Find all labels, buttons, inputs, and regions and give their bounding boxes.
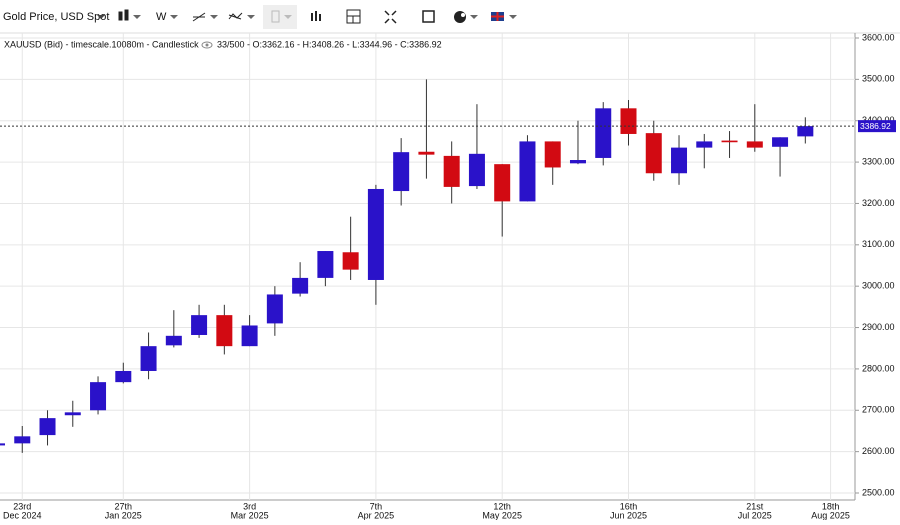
candle-body [418, 151, 435, 155]
y-tick-label: 3400.00 [862, 115, 895, 125]
crop-button[interactable] [422, 10, 435, 23]
candle-body [797, 126, 814, 137]
y-tick-label: 3100.00 [862, 239, 895, 249]
candle-body [696, 141, 713, 148]
fullscreen-button[interactable] [384, 10, 397, 24]
candle-body [772, 137, 789, 147]
candle-body [393, 152, 410, 192]
theme-button[interactable] [454, 11, 478, 23]
dropdown-arrow[interactable] [170, 15, 178, 19]
x-tick-sublabel: Jan 2025 [105, 510, 142, 520]
y-tick-label: 3000.00 [862, 281, 895, 291]
disabled-button [263, 5, 297, 29]
x-tick-label: 12th [493, 501, 511, 511]
candle-body [367, 188, 384, 280]
x-tick-sublabel: May 2025 [482, 510, 522, 520]
y-tick-label: 2600.00 [862, 446, 895, 456]
candle-body [64, 412, 81, 416]
ohlc-info: 33/500 - O:3362.16 - H:3408.26 - L:3344.… [217, 39, 442, 49]
x-tick-label: 23rd [13, 501, 31, 511]
candle-body [519, 141, 536, 202]
y-tick-label: 3600.00 [862, 32, 895, 42]
candle-body [140, 346, 157, 371]
candle-body [165, 335, 182, 346]
instrument-select[interactable]: Gold Price, USD Spot [3, 11, 109, 23]
candle-body [191, 315, 208, 335]
y-tick-label: 2800.00 [862, 363, 895, 373]
x-tick-label: 18th [822, 501, 840, 511]
indicator-button[interactable] [228, 12, 255, 20]
candle-body [595, 108, 612, 158]
y-tick-label: 3300.00 [862, 156, 895, 166]
candle-body [90, 382, 107, 411]
x-tick-label: 7th [370, 501, 383, 511]
x-tick-label: 27th [115, 501, 133, 511]
candle-body [494, 164, 511, 202]
x-tick-sublabel: Mar 2025 [231, 510, 269, 520]
y-tick-label: 2500.00 [862, 487, 895, 497]
layout-button[interactable] [346, 9, 361, 24]
language-button[interactable] [491, 12, 517, 21]
candle-body [671, 147, 688, 174]
candle-body [569, 160, 586, 164]
x-tick-sublabel: Jun 2025 [610, 510, 647, 520]
candle-body [721, 140, 738, 143]
candle-body [746, 141, 763, 148]
candle-body [544, 141, 561, 168]
candle-body [468, 153, 485, 187]
draw-line-button[interactable] [192, 12, 218, 22]
x-tick-sublabel: Dec 2024 [3, 510, 42, 520]
y-tick-label: 2700.00 [862, 405, 895, 415]
x-tick-sublabel: Aug 2025 [811, 510, 850, 520]
y-tick-label: 3500.00 [862, 74, 895, 84]
candle-body [0, 443, 5, 446]
toolbar-bg [0, 0, 900, 33]
candle-body [14, 436, 31, 444]
candle-body [342, 252, 359, 270]
candle-type-button[interactable] [118, 9, 141, 21]
candle-body [645, 133, 662, 174]
candle-body [620, 108, 637, 134]
eye-icon[interactable] [201, 41, 213, 49]
last-price-box [858, 120, 896, 133]
candle-body [443, 155, 460, 187]
candle-body [115, 370, 132, 383]
plot-area: 2500.00 2600.00 2700.00 2800.00 2900.00 3000.… [0, 32, 896, 520]
candle-body [39, 418, 56, 436]
toolbar: Gold Price, USD Spot W [0, 0, 900, 34]
x-tick-label: 3rd [243, 501, 256, 511]
dropdown-arrow[interactable] [97, 15, 105, 19]
y-tick-label: 2900.00 [862, 322, 895, 332]
chart-title: XAUUSD (Bid) - timescale.10080m - Candle… [4, 39, 199, 49]
candle-body [317, 251, 334, 278]
bars-button[interactable] [311, 11, 321, 21]
candle-body [241, 325, 258, 347]
x-tick-label: 16th [620, 501, 638, 511]
candle-body [292, 277, 309, 294]
candle-body [266, 294, 283, 324]
interval-select[interactable]: W [156, 11, 167, 23]
y-tick-label: 3200.00 [862, 198, 895, 208]
x-tick-sublabel: Apr 2025 [358, 510, 395, 520]
x-tick-label: 21st [746, 501, 764, 511]
candle-body [216, 315, 233, 347]
last-price-label: 3386.92 [860, 121, 891, 131]
x-tick-sublabel: Jul 2025 [738, 510, 772, 520]
